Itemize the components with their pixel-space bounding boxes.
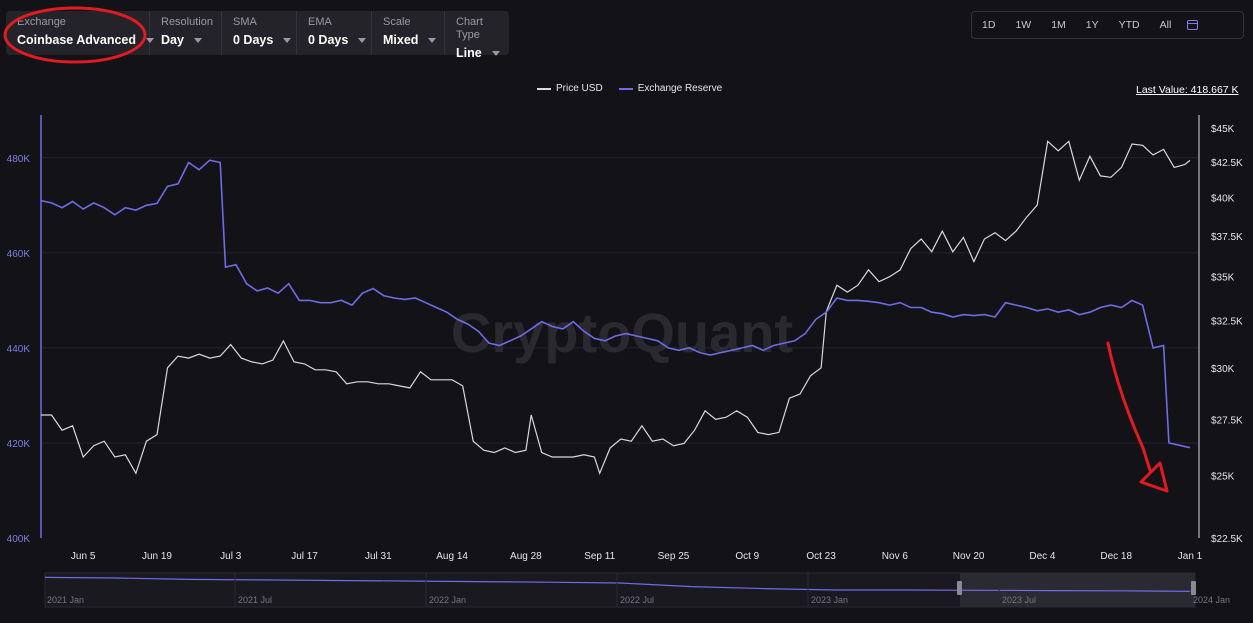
- right-tick-label: $40K: [1211, 194, 1235, 205]
- annotation-arrow-shaft: [1106, 341, 1152, 472]
- x-tick-label: Jul 31: [365, 551, 392, 562]
- range-navigator[interactable]: 2021 Jan 2021 Jul 2022 Jan 2022 Jul 2023 Jan…: [44, 572, 1230, 608]
- range-1m-button[interactable]: 1M: [1051, 19, 1066, 31]
- chevron-down-icon: [146, 38, 155, 44]
- chevron-down-icon: [491, 51, 500, 57]
- grid-lines: [41, 157, 1199, 444]
- navigator-right-handle[interactable]: [1191, 581, 1196, 595]
- navigator-label: 2022 Jan: [429, 595, 466, 605]
- x-tick-label: Oct 23: [806, 551, 836, 562]
- annotation-circle: [3, 6, 147, 64]
- x-tick-label: Jul 3: [220, 551, 242, 562]
- chart-type-label: Chart Type: [456, 16, 483, 41]
- ema-label: EMA: [308, 16, 332, 28]
- chevron-down-icon: [358, 38, 367, 44]
- navigator-label: 2021 Jan: [47, 595, 84, 605]
- navigator-label: 2021 Jul: [238, 595, 272, 605]
- right-tick-label: $32.5K: [1211, 316, 1243, 327]
- x-tick-label: Sep 11: [584, 551, 615, 562]
- x-tick-label: Dec 4: [1029, 551, 1056, 562]
- x-tick-label: Sep 25: [658, 551, 690, 562]
- right-tick-label: $37.5K: [1211, 232, 1243, 243]
- navigator-label: 2023 Jan: [811, 595, 848, 605]
- left-tick-label: 420K: [7, 439, 31, 450]
- sma-value: 0 Days: [233, 33, 274, 47]
- x-tick-label: Aug 14: [436, 551, 468, 562]
- navigator-label: 2023 Jul: [1002, 595, 1036, 605]
- range-all-button[interactable]: All: [1159, 19, 1172, 31]
- left-axis-ticks: 400K 420K 440K 460K 480K: [7, 154, 31, 545]
- ema-value: 0 Days: [308, 33, 349, 47]
- resolution-select[interactable]: Resolution Day: [150, 11, 222, 55]
- x-tick-label: Jun 5: [71, 551, 96, 562]
- ema-select[interactable]: EMA 0 Days: [297, 11, 372, 55]
- right-tick-label: $42.5K: [1211, 158, 1243, 169]
- chevron-down-icon: [428, 38, 437, 44]
- annotation-arrow-head: [1139, 461, 1169, 493]
- exchange-value: Coinbase Advanced: [17, 33, 137, 47]
- legend-label-reserve: Exchange Reserve: [637, 83, 723, 94]
- legend-item-price[interactable]: Price USD: [537, 83, 603, 94]
- scale-value: Mixed: [383, 33, 419, 47]
- navigator-label: 2022 Jul: [620, 595, 654, 605]
- range-ytd-button[interactable]: YTD: [1118, 19, 1140, 31]
- right-tick-label: $27.5K: [1211, 415, 1243, 426]
- left-tick-label: 480K: [7, 154, 31, 165]
- sma-label: SMA: [233, 16, 257, 28]
- legend-swatch-price: [537, 87, 551, 90]
- chart-type-value: Line: [456, 46, 482, 60]
- navigator-left-handle[interactable]: [957, 581, 962, 595]
- navigator-labels: 2021 Jan 2021 Jul 2022 Jan 2022 Jul 2023 Jan…: [47, 573, 1230, 607]
- scale-select[interactable]: Scale Mixed: [372, 11, 445, 55]
- chart-settings-toolbar: Exchange Coinbase Advanced Resolution Da…: [6, 11, 511, 60]
- annotation-arrow: [1106, 341, 1169, 493]
- resolution-label: Resolution: [161, 16, 213, 28]
- legend-swatch-reserve: [618, 87, 633, 90]
- resolution-value: Day: [161, 33, 184, 47]
- x-tick-label: Oct 9: [735, 551, 759, 562]
- navigator-label: 2024 Jan: [1193, 595, 1230, 605]
- x-tick-label: Nov 6: [882, 551, 909, 562]
- last-value-link[interactable]: Last Value: 418.667 K: [1136, 84, 1239, 96]
- left-tick-label: 460K: [7, 249, 31, 260]
- legend-item-reserve[interactable]: Exchange Reserve: [618, 83, 723, 94]
- exchange-reserve-line[interactable]: [40, 159, 1191, 449]
- x-axis-ticks: Jun 5 Jun 19 Jul 3 Jul 17 Jul 31 Aug 14 Aug 28…: [71, 551, 1203, 562]
- chevron-down-icon: [193, 38, 202, 44]
- right-tick-label: $25K: [1211, 472, 1235, 483]
- x-tick-label: Aug 28: [510, 551, 542, 562]
- price-usd-line[interactable]: [41, 140, 1191, 476]
- watermark: CryptoQuant: [451, 301, 793, 364]
- scale-label: Scale: [383, 16, 411, 28]
- right-tick-label: $22.5K: [1211, 534, 1243, 545]
- x-tick-label: Dec 18: [1100, 551, 1132, 562]
- left-tick-label: 400K: [7, 534, 31, 545]
- x-tick-label: Nov 20: [953, 551, 985, 562]
- time-range-selector: 1D 1W 1M 1Y YTD All: [971, 11, 1244, 39]
- legend-label-price: Price USD: [556, 83, 603, 94]
- range-1d-button[interactable]: 1D: [982, 19, 996, 31]
- right-tick-label: $45K: [1211, 124, 1235, 135]
- navigator-series-line: [44, 576, 1196, 592]
- right-axis-ticks: $22.5K $25K $27.5K $30K $32.5K $35K $37.5K $40K…: [1211, 124, 1243, 545]
- calendar-icon[interactable]: [1187, 20, 1199, 30]
- left-tick-label: 440K: [7, 344, 31, 355]
- right-tick-label: $30K: [1211, 364, 1235, 375]
- chart-legend: Price USD Exchange Reserve: [537, 83, 738, 94]
- exchange-label: Exchange: [17, 16, 66, 28]
- range-1w-button[interactable]: 1W: [1015, 19, 1032, 31]
- sma-select[interactable]: SMA 0 Days: [222, 11, 297, 55]
- x-tick-label: Jun 19: [142, 551, 172, 562]
- x-tick-label: Jan 1: [1178, 551, 1203, 562]
- range-1y-button[interactable]: 1Y: [1085, 19, 1099, 31]
- chart-type-select[interactable]: Chart Type Line: [445, 11, 511, 60]
- chevron-down-icon: [283, 38, 292, 44]
- exchange-select[interactable]: Exchange Coinbase Advanced: [6, 11, 155, 55]
- right-tick-label: $35K: [1211, 273, 1235, 284]
- x-tick-label: Jul 17: [291, 551, 318, 562]
